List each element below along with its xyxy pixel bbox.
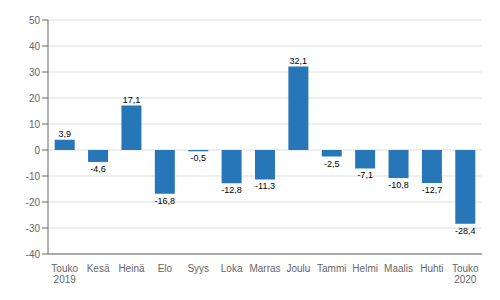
svg-text:-30: -30 <box>26 223 41 234</box>
svg-text:Heinä: Heinä <box>118 263 145 274</box>
svg-text:Tammi: Tammi <box>317 263 346 274</box>
svg-text:Marras: Marras <box>249 263 280 274</box>
svg-text:-7,1: -7,1 <box>357 170 373 180</box>
svg-text:0: 0 <box>34 145 40 156</box>
svg-text:Touko2020: Touko2020 <box>452 263 479 285</box>
svg-text:-12,7: -12,7 <box>422 185 443 195</box>
svg-text:-16,8: -16,8 <box>155 196 176 206</box>
svg-text:-40: -40 <box>26 249 41 260</box>
svg-text:-2,5: -2,5 <box>324 159 340 169</box>
svg-text:Kesä: Kesä <box>87 263 110 274</box>
svg-text:Huhti: Huhti <box>420 263 443 274</box>
svg-text:50: 50 <box>29 15 41 26</box>
svg-text:Maalis: Maalis <box>384 263 413 274</box>
svg-text:17,1: 17,1 <box>123 95 141 105</box>
svg-text:Touko2019: Touko2019 <box>51 263 78 285</box>
svg-text:Syys: Syys <box>187 263 209 274</box>
svg-text:40: 40 <box>29 41 41 52</box>
svg-text:-28,4: -28,4 <box>455 226 476 236</box>
svg-text:-11,3: -11,3 <box>255 181 275 191</box>
svg-text:-10: -10 <box>26 171 41 182</box>
svg-text:10: 10 <box>29 119 41 130</box>
svg-text:3,9: 3,9 <box>58 129 71 139</box>
svg-text:Elo: Elo <box>158 263 173 274</box>
svg-text:-20: -20 <box>26 197 41 208</box>
svg-text:Joulu: Joulu <box>286 263 310 274</box>
svg-text:30: 30 <box>29 67 41 78</box>
svg-text:-4,6: -4,6 <box>90 164 106 174</box>
svg-text:20: 20 <box>29 93 41 104</box>
svg-text:-0,5: -0,5 <box>190 153 206 163</box>
svg-text:Loka: Loka <box>221 263 243 274</box>
svg-text:32,1: 32,1 <box>290 56 308 66</box>
svg-text:-12,8: -12,8 <box>221 185 242 195</box>
svg-text:Helmi: Helmi <box>352 263 378 274</box>
svg-text:-10,8: -10,8 <box>388 180 409 190</box>
